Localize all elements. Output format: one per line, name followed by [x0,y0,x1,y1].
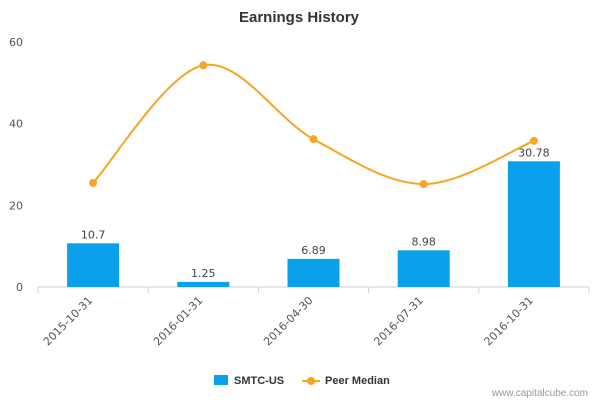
bar-value-label: 30.78 [518,146,550,159]
x-tick-label: 2016-10-31 [482,294,536,348]
x-tick-label: 2016-04-30 [261,294,315,348]
line-point [89,178,98,187]
y-tick-label: 40 [9,118,23,131]
line-series [89,61,538,189]
x-tick-label: 2016-07-31 [371,294,425,348]
x-tick-label: 2016-01-31 [151,294,205,348]
bar-value-label: 10.7 [81,228,106,241]
x-tick-label: 2015-10-31 [41,294,95,348]
y-tick-label: 20 [9,199,23,212]
bar-value-label: 1.25 [191,267,216,280]
line-point [199,61,208,70]
line-point [529,136,538,145]
legend-swatch-marker [307,377,315,385]
y-tick-label: 60 [9,36,23,49]
peer-median-line [92,63,535,186]
bar-value-label: 6.89 [301,244,326,257]
y-axis: 0 20 40 60 [9,36,23,294]
legend-label-bar: SMTC-US [234,375,284,387]
bar [287,258,340,287]
legend-label-line: Peer Median [325,375,390,387]
bar [67,243,120,287]
bar [507,161,560,287]
legend-swatch-bar [214,375,228,385]
chart-title: Earnings History [239,9,360,26]
credit-text: www.capitalcube.com [491,388,588,399]
bar-value-label: 8.98 [411,235,436,248]
bar-series [67,161,560,287]
line-point [309,135,318,144]
bar [177,281,230,287]
x-axis: 2015-10-31 2016-01-31 2016-04-30 2016-07-31… [37,287,590,348]
y-tick-label: 0 [16,281,23,294]
bar-data-labels: 10.7 1.25 6.89 8.98 30.78 [81,146,550,280]
bar [397,250,450,287]
legend: SMTC-US Peer Median [214,375,390,387]
line-point [419,180,428,189]
